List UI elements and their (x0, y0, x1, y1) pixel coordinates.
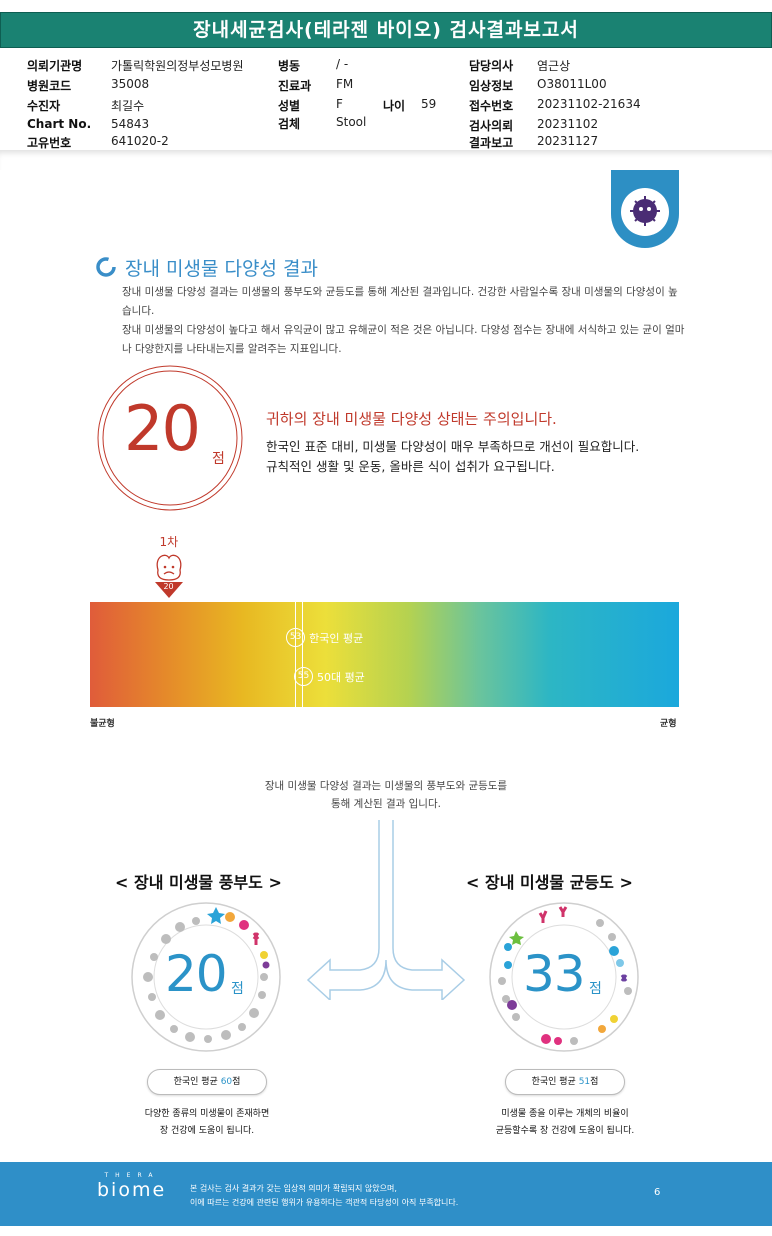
average-prefix: 한국인 평균 (531, 1077, 579, 1087)
caption-line: 장 건강에 도움이 됩니다. (159, 1126, 255, 1136)
field-label: 임상정보 (469, 79, 514, 93)
field-label: 수진자 (27, 99, 61, 113)
average-line (302, 602, 304, 707)
logo-large-text: biome (97, 1179, 167, 1201)
evenness-unit: 점 (589, 981, 602, 997)
disclaimer-line: 이에 따르는 건강에 관련된 행위가 유용하다는 객관적 타당성이 아직 부족합… (190, 1198, 459, 1207)
note-line: 통해 계산된 결과 입니다. (331, 798, 441, 810)
field-value: 20231127 (537, 134, 599, 148)
field-value: FM (336, 77, 354, 91)
marker-label: 1차 (159, 535, 179, 549)
field-value: 최길수 (111, 99, 145, 113)
section-description: 장내 미생물 다양성 결과는 미생물의 풍부도와 균등도를 통해 계산된 결과입… (122, 283, 687, 359)
average-suffix: 점 (232, 1077, 241, 1087)
richness-unit: 점 (231, 981, 244, 997)
richness-title: < 장내 미생물 풍부도 > (115, 873, 282, 892)
sad-face-marker-icon (154, 554, 183, 598)
status-heading: 귀하의 장내 미생물 다양성 상태는 주의입니다. (266, 410, 557, 428)
field-label: 병원코드 (27, 79, 72, 93)
split-arrow-icon (306, 820, 466, 1000)
evenness-average-pill: 한국인 평균 51점 (505, 1069, 625, 1095)
field-value: Stool (336, 115, 367, 129)
field-value: 54843 (111, 117, 150, 131)
field-label: 접수번호 (469, 99, 514, 113)
average-label: 한국인 평균 (309, 631, 364, 645)
gauge-left-label: 불균형 (90, 719, 115, 729)
field-value: 20231102 (537, 117, 599, 131)
average-label: 50대 평균 (316, 670, 365, 684)
footer-disclaimer: 본 검사는 검사 결과가 갖는 임상적 의미가 확립되지 않았으며, 이에 따르… (190, 1182, 458, 1210)
evenness-dial (489, 902, 639, 1052)
ring-icon (96, 257, 116, 277)
caption-line: 미생물 종을 이루는 개체의 비율이 (501, 1109, 629, 1119)
page-footer: THERA biome 본 검사는 검사 결과가 갖는 임상적 의미가 확립되지… (0, 1162, 772, 1226)
evenness-score: 33 (523, 945, 586, 1003)
korean-average: 53 한국인 평균 (286, 628, 363, 647)
evenness-title: < 장내 미생물 균등도 > (466, 873, 633, 892)
score-circle (97, 365, 243, 511)
field-label: 검체 (278, 117, 301, 131)
field-label: 담당의사 (469, 59, 514, 73)
caption-line: 균등할수록 장 건강에 도움이 됩니다. (495, 1126, 635, 1136)
section-title: 장내 미생물 다양성 결과 (125, 257, 318, 280)
field-value: F (336, 97, 343, 111)
average-prefix: 한국인 평균 (173, 1077, 221, 1087)
average-value: 51 (578, 1077, 591, 1087)
field-label: 병동 (278, 59, 301, 73)
field-label: 성별 (278, 99, 301, 113)
field-value: 가톨릭학원의정부성모병원 (111, 59, 244, 73)
caption-line: 다양한 종류의 미생물이 존재하면 (144, 1109, 270, 1119)
logo-small-text: THERA (104, 1172, 160, 1179)
gauge-right-label: 균형 (660, 719, 677, 729)
calculation-note: 장내 미생물 다양성 결과는 미생물의 풍부도와 균등도를 통해 계산된 결과 … (236, 777, 536, 813)
field-label: Chart No. (27, 117, 92, 131)
disclaimer-line: 본 검사는 검사 결과가 갖는 임상적 의미가 확립되지 않았으며, (190, 1184, 397, 1193)
average-value: 60 (220, 1077, 233, 1087)
therabiome-logo: THERA biome (97, 1172, 167, 1201)
patient-info: 의뢰기관명 가톨릭학원의정부성모병원 병원코드 35008 수진자 최길수 Ch… (0, 52, 772, 152)
richness-average-pill: 한국인 평균 60점 (147, 1069, 267, 1095)
average-suffix: 점 (590, 1077, 599, 1087)
status-detail: 규칙적인 생활 및 운동, 올바른 식이 섭취가 요구됩니다. (266, 459, 555, 474)
field-label: 나이 (383, 99, 406, 113)
report-title: 장내세균검사(테라젠 바이오) 검사결과보고서 (0, 12, 772, 48)
field-label: 검사의뢰 (469, 119, 514, 133)
age-average: 55 50대 평균 (293, 667, 365, 686)
field-label: 진료과 (278, 79, 312, 93)
section-heading: 장내 미생물 다양성 결과 (95, 252, 318, 282)
richness-score: 20 (165, 945, 228, 1003)
average-line (295, 602, 297, 707)
field-label: 의뢰기관명 (27, 59, 83, 73)
microbe-badge-icon (611, 170, 679, 248)
note-line: 장내 미생물 다양성 결과는 미생물의 풍부도와 균등도를 (264, 780, 508, 792)
field-value: O38011L00 (537, 77, 607, 91)
description-paragraph: 장내 미생물의 다양성이 높다고 해서 유익균이 많고 유해균이 적은 것은 아… (122, 324, 685, 355)
diversity-score: 20 (124, 392, 201, 465)
score-unit: 점 (212, 451, 225, 467)
richness-dial (131, 902, 281, 1052)
field-label: 결과보고 (469, 136, 514, 150)
diversity-gauge-bar (90, 602, 679, 707)
section-divider (0, 150, 772, 170)
field-value: 35008 (111, 77, 150, 91)
page-number: 6 (654, 1187, 661, 1198)
average-value: 55 (293, 667, 313, 686)
description-paragraph: 장내 미생물 다양성 결과는 미생물의 풍부도와 균등도를 통해 계산된 결과입… (122, 286, 678, 317)
marker-value: 20 (163, 582, 174, 591)
field-label: 고유번호 (27, 136, 72, 150)
field-value: 59 (421, 97, 437, 111)
field-value: / - (336, 57, 349, 71)
field-value: 641020-2 (111, 134, 169, 148)
evenness-caption: 미생물 종을 이루는 개체의 비율이 균등할수록 장 건강에 도움이 됩니다. (465, 1106, 665, 1140)
field-value: 염근상 (537, 59, 571, 73)
average-value: 53 (286, 628, 306, 647)
status-detail: 한국인 표준 대비, 미생물 다양성이 매우 부족하므로 개선이 필요합니다. (266, 439, 640, 454)
richness-caption: 다양한 종류의 미생물이 존재하면 장 건강에 도움이 됩니다. (107, 1106, 307, 1140)
field-value: 20231102-21634 (537, 97, 641, 111)
